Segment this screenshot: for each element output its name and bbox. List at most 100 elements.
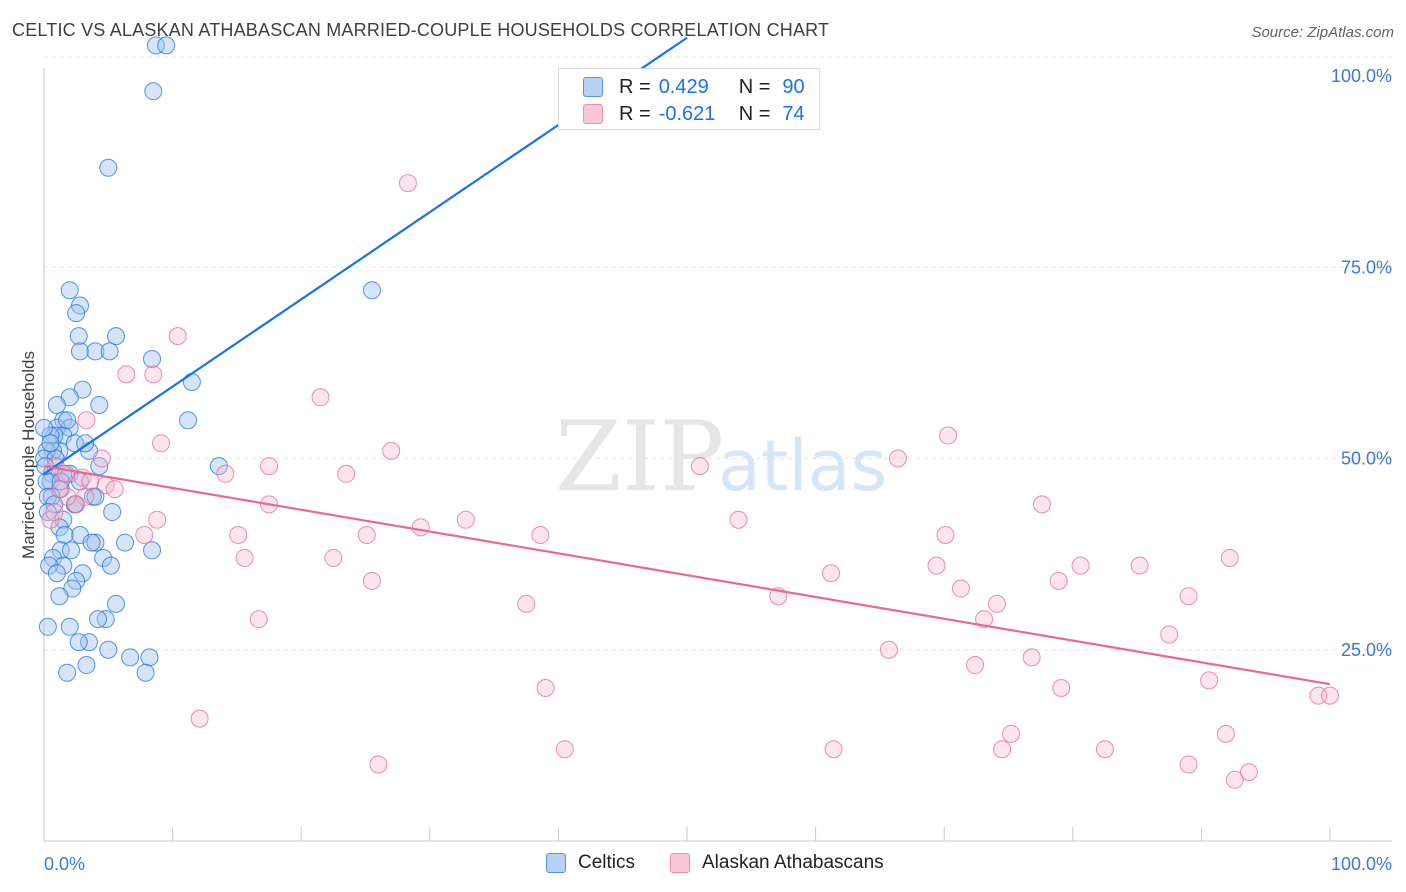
athabascan-point	[975, 610, 994, 629]
athabascan-point	[1179, 755, 1198, 774]
celtics-point	[101, 556, 120, 575]
athabascan-point	[1130, 556, 1149, 575]
athabascan-point	[536, 679, 555, 697]
celtics-point	[60, 617, 79, 636]
athabascan-point	[555, 740, 574, 759]
athabascan-point	[690, 457, 709, 476]
athabascan-trend-line	[43, 465, 1331, 686]
athabascan-point	[337, 464, 356, 483]
celtics-point	[146, 36, 165, 55]
celtics-point	[47, 395, 66, 414]
legend-row-athabascans: R = -0.621 N = 74	[583, 101, 805, 127]
athabascan-point	[382, 441, 401, 460]
celtics-point	[58, 663, 77, 682]
athabascan-point	[229, 526, 248, 544]
celtics-point	[58, 411, 77, 430]
celtics-point	[40, 556, 59, 575]
celtics-point	[82, 533, 101, 552]
athabascan-point	[369, 755, 388, 774]
y-axis-title: Married-couple Households	[19, 351, 38, 559]
celtics-point	[50, 587, 69, 606]
celtics-point	[144, 82, 163, 101]
celtics-point	[179, 411, 198, 430]
athabascan-point	[1002, 724, 1021, 743]
celtics-point	[77, 656, 96, 675]
celtics-point	[38, 617, 57, 636]
athabascan-point	[1071, 556, 1090, 575]
athabascan-point	[966, 656, 985, 675]
watermark-atlas: atlas	[718, 425, 887, 507]
athabascan-point	[1200, 671, 1219, 690]
celtics-point	[71, 342, 90, 361]
celtics-point	[140, 648, 159, 667]
athabascan-swatch	[583, 104, 603, 124]
athabascan-point	[105, 480, 124, 499]
athabascan-point	[1032, 495, 1051, 514]
x-tick-label: 0.0%	[44, 854, 85, 874]
celtics-point	[89, 610, 108, 629]
legend-row-celtics: R = 0.429 N = 90	[583, 74, 805, 100]
legend-r-value-celtics: 0.429	[658, 75, 709, 98]
athabascan-point	[729, 510, 748, 529]
series-legend: Celtics Alaskan Athabascans	[0, 852, 1406, 878]
athabascan-point	[357, 526, 376, 544]
celtics-point	[99, 158, 118, 177]
celtics-points	[35, 36, 381, 682]
athabascan-points	[41, 174, 1339, 789]
celtics-legend-swatch	[546, 853, 566, 873]
legend-item-celtics[interactable]: Celtics	[546, 852, 635, 874]
athabascan-point	[324, 548, 343, 567]
celtics-point	[51, 541, 70, 560]
athabascan-point	[936, 526, 955, 544]
athabascan-point	[993, 740, 1012, 759]
legend-r-value-athabascans: -0.621	[658, 102, 716, 125]
athabascan-point	[260, 457, 279, 476]
athabascan-point	[1179, 587, 1198, 606]
athabascan-point	[1052, 679, 1071, 697]
athabascan-point	[50, 480, 69, 499]
celtics-point	[54, 411, 73, 430]
athabascan-point	[76, 487, 95, 506]
celtics-point	[69, 633, 88, 652]
legend-n-value-athabascans: 74	[782, 102, 805, 125]
athabascan-point	[1239, 763, 1258, 782]
y-tick-label: 100.0%	[1331, 66, 1392, 86]
athabascan-point	[168, 327, 187, 346]
athabascan-point	[45, 503, 64, 522]
trend-lines	[43, 36, 1331, 686]
legend-r-label: R =	[619, 102, 651, 125]
athabascan-point	[67, 495, 86, 514]
axis-labels: 25.0% 50.0% 75.0% 100.0% 0.0% 100.0%	[44, 66, 1392, 874]
legend-item-athabascans[interactable]: Alaskan Athabascans	[670, 852, 884, 874]
athabascan-point	[152, 434, 171, 453]
athabascan-point	[216, 464, 235, 483]
legend-n-label: N =	[738, 75, 771, 98]
celtics-point	[69, 327, 88, 346]
athabascan-point	[1220, 548, 1239, 567]
legend-n-value-celtics: 90	[782, 75, 805, 98]
celtics-point	[67, 304, 86, 323]
celtics-point	[94, 548, 113, 567]
y-tick-label: 50.0%	[1341, 449, 1392, 469]
axes	[43, 68, 1392, 842]
celtics-point	[107, 594, 126, 613]
athabascan-point	[235, 548, 254, 567]
celtics-point	[136, 663, 155, 682]
celtics-point	[99, 640, 118, 659]
celtics-point	[157, 36, 176, 55]
athabascan-point	[190, 709, 209, 728]
athabascan-point	[1095, 740, 1114, 759]
celtics-point	[107, 327, 126, 346]
athabascan-point	[888, 449, 907, 468]
athabascan-point	[951, 579, 970, 598]
celtics-point	[86, 533, 105, 552]
celtics-point	[209, 457, 228, 476]
athabascan-point	[939, 426, 958, 445]
chart-title: CELTIC VS ALASKAN ATHABASCAN MARRIED-COU…	[12, 20, 830, 40]
athabascan-point	[77, 411, 96, 430]
y-tick-label: 25.0%	[1341, 640, 1392, 660]
celtics-point	[86, 342, 105, 361]
celtics-point	[55, 526, 74, 544]
celtics-swatch	[583, 77, 603, 97]
